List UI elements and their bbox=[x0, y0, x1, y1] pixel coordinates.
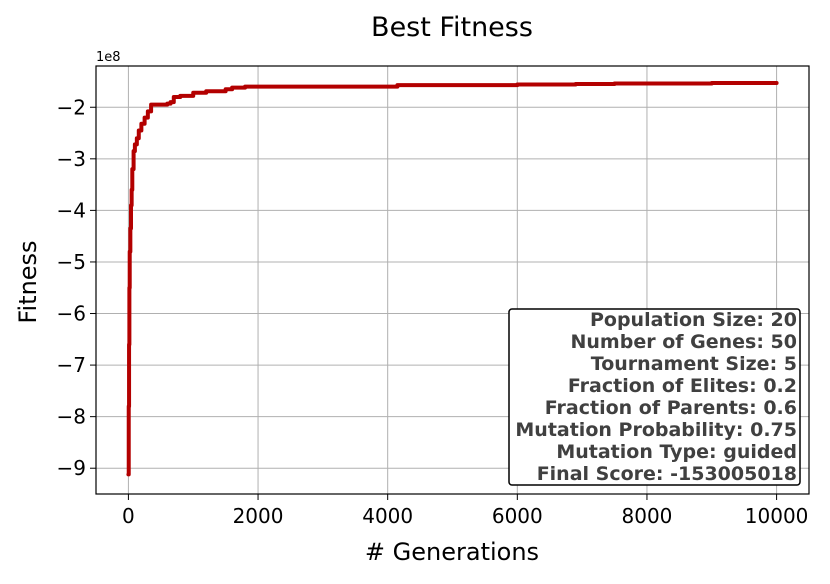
info-line-population-size: Population Size: 20 bbox=[590, 309, 797, 331]
y-tick-label: −8 bbox=[57, 405, 86, 429]
info-line-number-of-genes: Number of Genes: 50 bbox=[571, 331, 798, 353]
tick-layer: 0 2000 4000 6000 8000 10000 −2 −3 −4 −5 −6 −7 −8 −9 bbox=[57, 95, 809, 528]
info-line-tournament-size: Tournament Size: 5 bbox=[591, 353, 797, 375]
y-axis-title: Fitness bbox=[14, 240, 42, 323]
info-box-frame bbox=[508, 308, 801, 486]
info-line-mutation-type: Mutation Type: guided bbox=[556, 441, 797, 463]
y-tick-label: −6 bbox=[57, 302, 86, 326]
x-tick-label: 0 bbox=[122, 504, 135, 528]
y-tick-label: −2 bbox=[57, 95, 86, 119]
series-layer bbox=[126, 81, 779, 477]
x-tick-label: 10000 bbox=[745, 504, 809, 528]
info-line-final-score: Final Score: -153005018 bbox=[537, 463, 797, 485]
x-axis-title: # Generations bbox=[365, 538, 539, 566]
y-tick-label: −5 bbox=[57, 250, 86, 274]
plot-frame bbox=[95, 65, 810, 495]
y-tick-label: −7 bbox=[57, 353, 86, 377]
x-tick-label: 4000 bbox=[362, 504, 413, 528]
y-tick-label: −3 bbox=[57, 147, 86, 171]
y-offset-label: 1e8 bbox=[96, 50, 121, 65]
info-line-fraction-of-elites: Fraction of Elites: 0.2 bbox=[568, 375, 797, 397]
info-line-fraction-of-parents: Fraction of Parents: 0.6 bbox=[545, 397, 797, 419]
info-line-mutation-probability: Mutation Probability: 0.75 bbox=[515, 419, 797, 441]
x-tick-label: 8000 bbox=[622, 504, 673, 528]
y-tick-label: −4 bbox=[57, 198, 86, 222]
chart-title: Best Fitness bbox=[371, 12, 533, 43]
info-box: Population Size: 20 Number of Genes: 50 … bbox=[508, 308, 801, 486]
fitness-line bbox=[126, 81, 779, 477]
x-tick-label: 2000 bbox=[233, 504, 284, 528]
x-tick-label: 6000 bbox=[492, 504, 543, 528]
y-tick-label: −9 bbox=[57, 456, 86, 480]
